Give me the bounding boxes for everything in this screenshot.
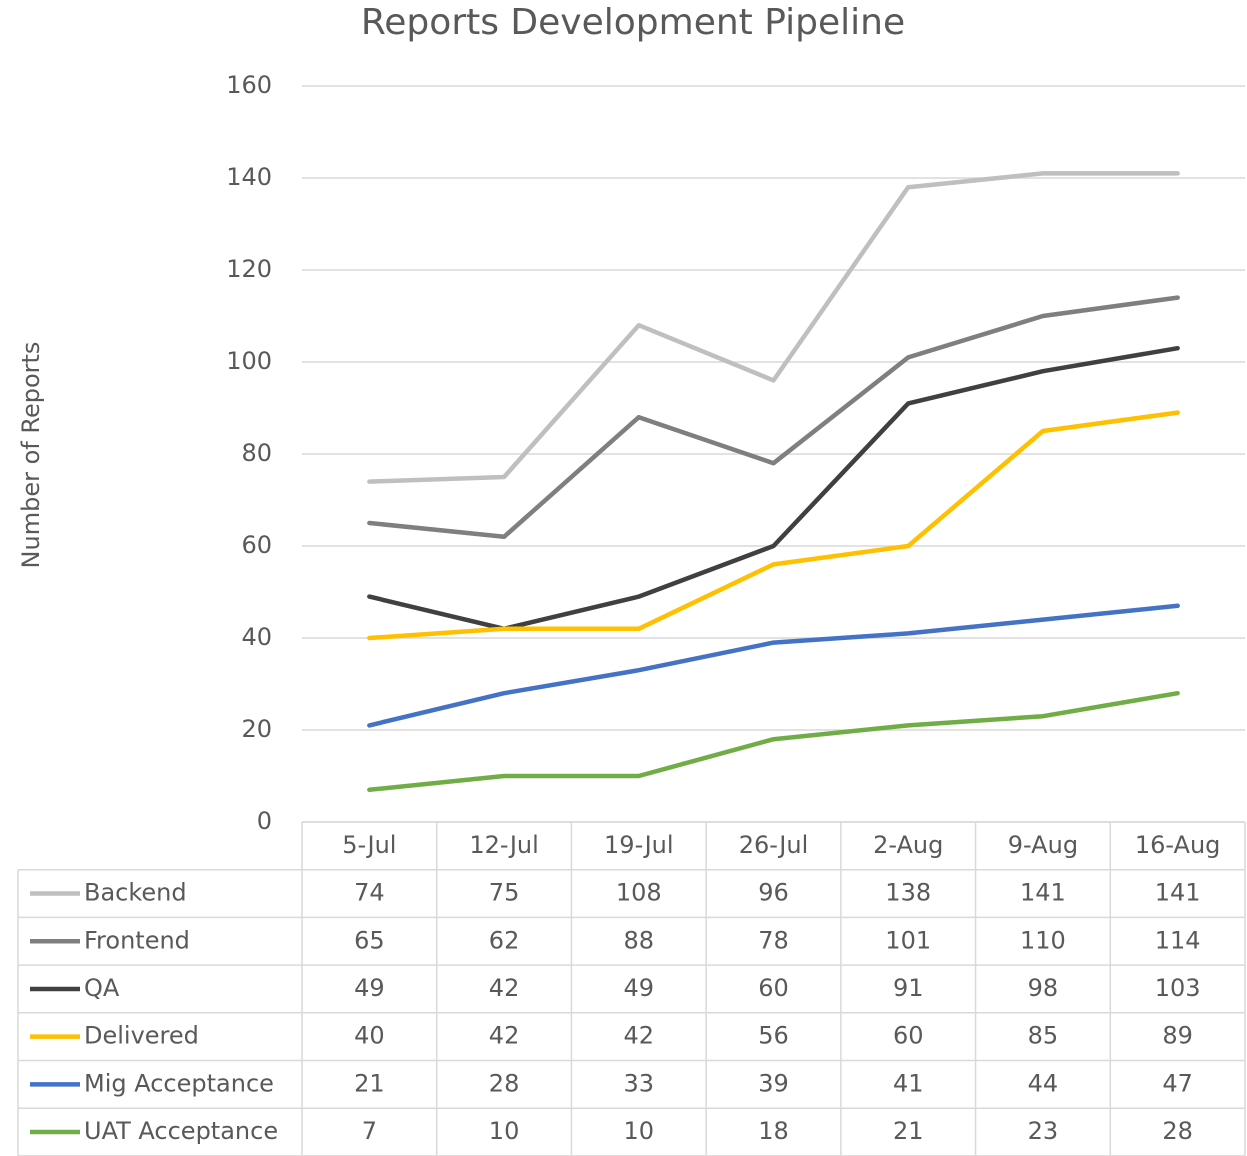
table-cell: 42 <box>624 1022 655 1050</box>
table-cell: 40 <box>354 1022 385 1050</box>
table-cell: 60 <box>758 974 789 1002</box>
table-cell: 49 <box>624 974 655 1002</box>
table-cell: 41 <box>893 1069 924 1097</box>
series-line <box>367 171 1180 484</box>
table-cell: 85 <box>1028 1022 1059 1050</box>
table-cell: 42 <box>489 974 520 1002</box>
table-cell: 39 <box>758 1069 789 1097</box>
table-cell: 88 <box>624 926 655 954</box>
x-tick-label: 19-Jul <box>604 831 674 859</box>
legend-label: QA <box>84 974 120 1002</box>
table-cell: 101 <box>885 926 931 954</box>
series-line <box>367 690 1180 793</box>
table-cell: 49 <box>354 974 385 1002</box>
series-line <box>367 410 1180 641</box>
table-cell: 98 <box>1028 974 1059 1002</box>
x-tick-label: 9-Aug <box>1008 831 1078 859</box>
y-tick-label: 140 <box>226 163 272 191</box>
legend-label: Mig Acceptance <box>84 1069 274 1097</box>
table-cell: 110 <box>1020 926 1066 954</box>
table-cell: 75 <box>489 879 520 907</box>
x-tick-label: 16-Aug <box>1135 831 1221 859</box>
table-cell: 33 <box>624 1069 655 1097</box>
y-tick-label: 100 <box>226 347 272 375</box>
series-line <box>367 345 1180 632</box>
table-cell: 18 <box>758 1117 789 1145</box>
chart-title: Reports Development Pipeline <box>361 2 905 43</box>
table-cell: 56 <box>758 1022 789 1050</box>
table-cell: 10 <box>489 1117 520 1145</box>
legend-label: UAT Acceptance <box>84 1117 278 1145</box>
table-cell: 28 <box>1162 1117 1193 1145</box>
y-tick-label: 160 <box>226 71 272 99</box>
table-cell: 74 <box>354 879 385 907</box>
series-line <box>367 603 1180 728</box>
series-line <box>367 295 1180 540</box>
table-cell: 23 <box>1028 1117 1059 1145</box>
table-cell: 78 <box>758 926 789 954</box>
table-cell: 21 <box>893 1117 924 1145</box>
table-cell: 10 <box>624 1117 655 1145</box>
table-cell: 114 <box>1155 926 1201 954</box>
table-cell: 28 <box>489 1069 520 1097</box>
y-tick-label: 20 <box>241 715 272 743</box>
y-tick-label: 120 <box>226 255 272 283</box>
y-tick-label: 40 <box>241 623 272 651</box>
table-cell: 91 <box>893 974 924 1002</box>
table-cell: 65 <box>354 926 385 954</box>
x-tick-label: 26-Jul <box>739 831 809 859</box>
table-cell: 138 <box>885 879 931 907</box>
table-cell: 42 <box>489 1022 520 1050</box>
table-cell: 44 <box>1028 1069 1059 1097</box>
table-cell: 96 <box>758 879 789 907</box>
y-tick-label: 60 <box>241 531 272 559</box>
y-axis-label: Number of Reports <box>17 342 45 569</box>
legend-label: Delivered <box>84 1022 199 1050</box>
table-cell: 89 <box>1162 1022 1193 1050</box>
table-cell: 141 <box>1155 879 1201 907</box>
table-cell: 108 <box>616 879 662 907</box>
table-cell: 60 <box>893 1022 924 1050</box>
legend-label: Backend <box>84 879 187 907</box>
x-tick-label: 5-Jul <box>342 831 396 859</box>
x-tick-label: 12-Jul <box>469 831 539 859</box>
table-cell: 103 <box>1155 974 1201 1002</box>
legend-label: Frontend <box>84 926 190 954</box>
table-cell: 141 <box>1020 879 1066 907</box>
table-cell: 7 <box>362 1117 377 1145</box>
table-cell: 21 <box>354 1069 385 1097</box>
y-tick-label: 0 <box>257 807 272 835</box>
table-cell: 47 <box>1162 1069 1193 1097</box>
x-tick-label: 2-Aug <box>873 831 943 859</box>
table-cell: 62 <box>489 926 520 954</box>
y-tick-label: 80 <box>241 439 272 467</box>
